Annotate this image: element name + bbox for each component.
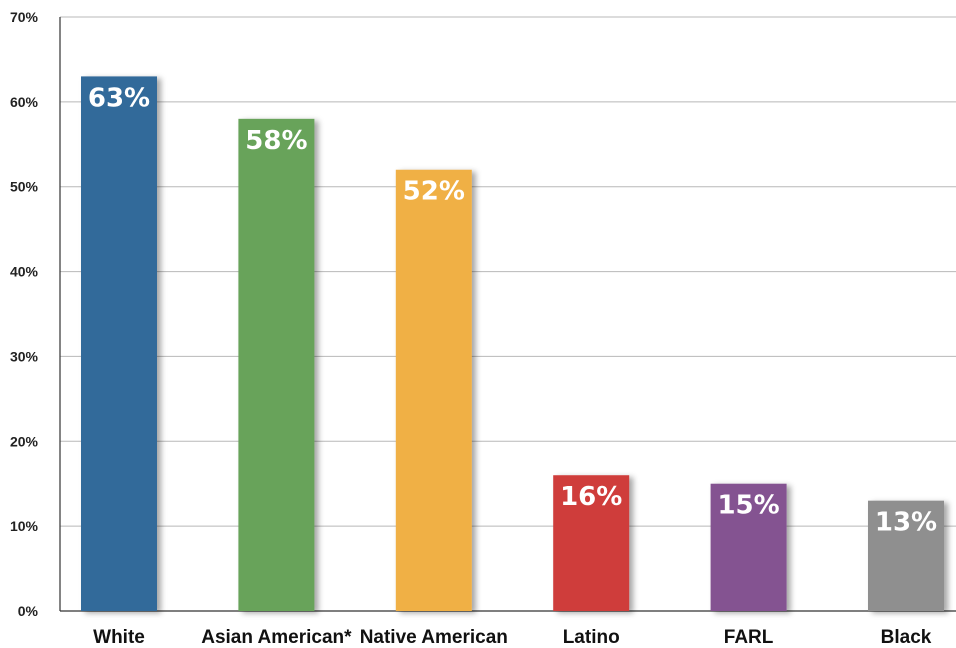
axes (59, 17, 956, 612)
gridlines (60, 16, 956, 527)
bar (710, 483, 787, 611)
category-label: Black (881, 627, 932, 648)
y-axis-tick-labels: 0% 10% 20% 30% 40% 50% 60% 70% (10, 9, 39, 619)
x-axis-category-labels: White Asian American* Native American Latin… (93, 627, 932, 648)
y-tick-label: 50% (10, 179, 39, 195)
category-label: FARL (724, 627, 774, 648)
category-label: Native American (360, 627, 508, 648)
bar (868, 500, 944, 611)
y-tick-label: 30% (10, 348, 39, 364)
y-tick-label: 70% (10, 9, 39, 25)
y-tick-label: 20% (10, 433, 39, 449)
bar (81, 76, 157, 611)
data-label: 58% (245, 126, 307, 156)
category-label: Asian American* (201, 627, 352, 648)
category-label: White (93, 627, 145, 648)
bar (553, 475, 630, 611)
data-label: 15% (717, 491, 779, 521)
y-tick-label: 0% (18, 603, 39, 619)
bars (81, 76, 944, 611)
data-labels: 63% 58% 52% 16% 15% 13% (88, 83, 937, 537)
category-label: Latino (563, 627, 620, 648)
y-tick-label: 40% (10, 264, 39, 280)
data-label: 16% (560, 482, 622, 512)
y-tick-label: 60% (10, 94, 39, 110)
data-label: 52% (403, 177, 465, 207)
bar (395, 169, 472, 611)
bar (238, 118, 315, 611)
data-label: 13% (875, 508, 937, 538)
data-label: 63% (88, 83, 150, 113)
y-tick-label: 10% (10, 518, 39, 534)
